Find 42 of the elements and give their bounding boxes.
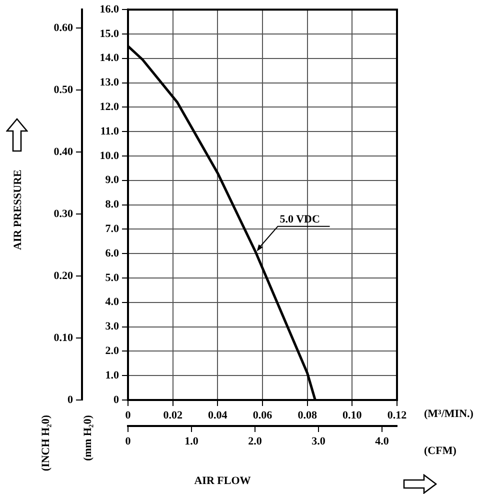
x-tick-label: 0.06 (252, 409, 273, 422)
y2-tick-label: 0.30 (54, 208, 74, 220)
x2-tick-label: 4.0 (375, 435, 390, 448)
x2-tick-label: 1.0 (184, 435, 199, 448)
y2-tick-label: 0 (68, 394, 74, 406)
x2-tick-label: 0 (125, 435, 132, 448)
y2-tick-label: 0.20 (54, 270, 74, 282)
y-tick-label: 7.0 (105, 223, 120, 236)
y2-tick-label: 0.50 (54, 84, 74, 96)
x2-tick-label: 2.0 (248, 435, 262, 448)
y-tick-label: 14.0 (100, 52, 120, 64)
y-tick-label: 15.0 (100, 28, 120, 40)
y-tick-label: 0 (114, 394, 120, 406)
x-axis-title: (M³/MIN.) (424, 408, 474, 420)
x-tick-label: 0.12 (387, 409, 408, 422)
y-tick-label: 1.0 (105, 369, 120, 382)
y-tick-label: 6.0 (105, 247, 120, 260)
y-tick-label: 3.0 (105, 320, 120, 333)
x-tick-label: 0.02 (163, 409, 183, 422)
y-tick-label: 9.0 (105, 174, 120, 186)
y-tick-label: 12.0 (100, 101, 120, 114)
y-tick-label: 10.0 (100, 150, 120, 162)
y2-tick-label: 0.10 (54, 332, 74, 344)
y-tick-label: 5.0 (105, 272, 120, 284)
y-tick-label: 8.0 (105, 198, 120, 211)
x2-tick-label: 3.0 (312, 435, 326, 448)
text: AIR PRESSURE (12, 170, 24, 250)
x-tick-label: 0 (125, 409, 132, 422)
y2-tick-label: 0.60 (54, 22, 74, 34)
y-tick-label: 13.0 (100, 76, 120, 89)
y-tick-label: 2.0 (105, 345, 120, 358)
x-tick-label: 0.04 (208, 409, 228, 422)
x-tick-label: 0.08 (298, 409, 318, 422)
y-tick-label: 16.0 (100, 3, 120, 16)
y-tick-label: 4.0 (105, 296, 120, 308)
y-axis-title: (mm H₂0) (82, 414, 94, 461)
y2-tick-label: 0.40 (54, 146, 74, 158)
x-tick-label: 0.10 (342, 409, 362, 422)
text: AIR FLOW (194, 474, 251, 487)
y-tick-label: 11.0 (100, 125, 120, 138)
y2-axis-title: (INCH H₂0) (40, 414, 52, 472)
x2-axis-title: (CFM) (424, 444, 457, 457)
